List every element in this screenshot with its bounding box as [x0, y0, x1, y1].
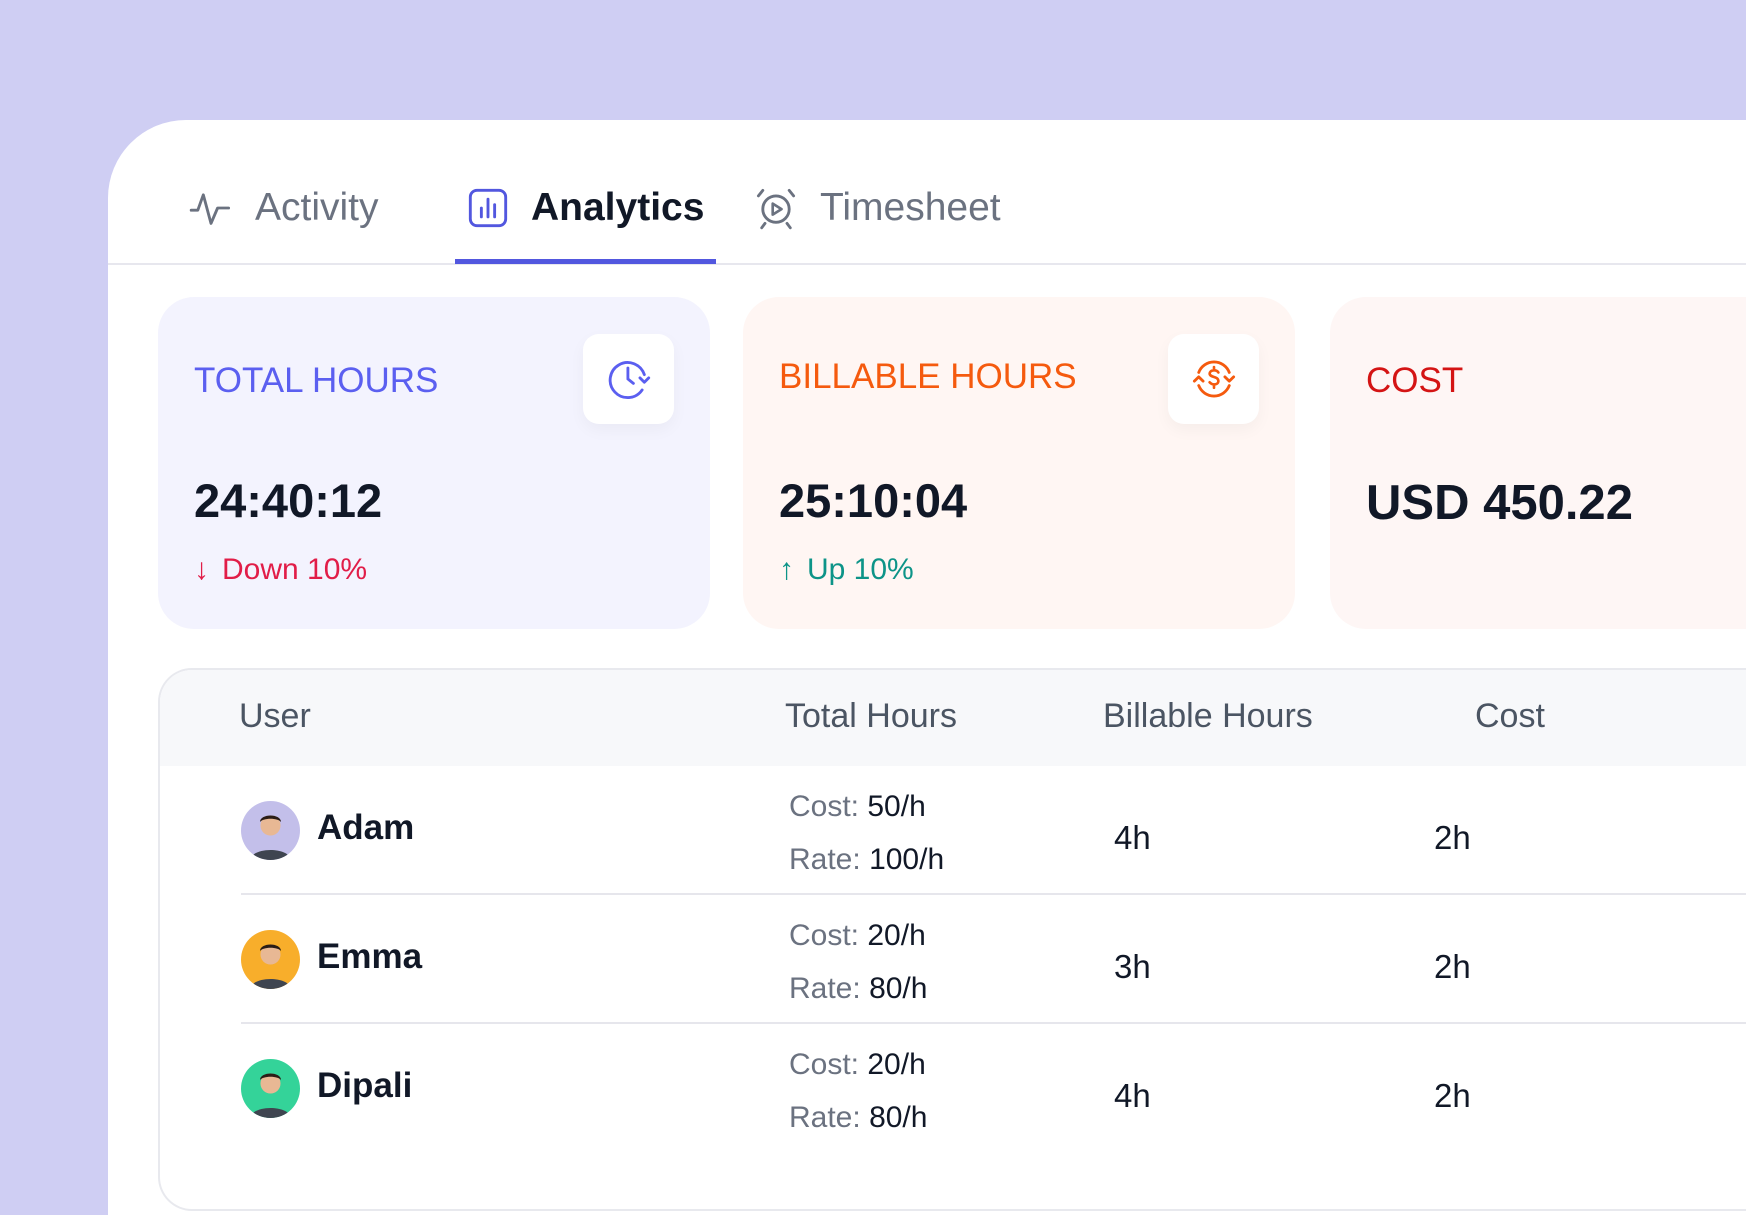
billable-hours-card: BILLABLE HOURS 25:10:04 ↑ Up 10%: [743, 297, 1295, 629]
billing-rate: Rate: 100/h: [789, 843, 944, 877]
card-label: TOTAL HOURS: [194, 361, 439, 400]
arrow-down-icon: ↓: [194, 553, 209, 586]
user-name: Dipali: [317, 1066, 413, 1105]
rate-value: 80/h: [869, 972, 928, 1005]
tab-timesheet[interactable]: Timesheet: [754, 178, 1001, 238]
row-divider: [241, 893, 1746, 895]
cost-hours-value: 2h: [1434, 819, 1471, 856]
card-label: COST: [1366, 361, 1464, 400]
column-header-total-hours[interactable]: Total Hours: [785, 697, 957, 735]
billable-hours-value: 4h: [1114, 819, 1151, 856]
arrow-up-icon: ↑: [779, 553, 794, 586]
card-value: 25:10:04: [779, 474, 968, 527]
tab-label: Analytics: [531, 186, 705, 229]
cost-value: 20/h: [867, 919, 926, 952]
tab-label: Timesheet: [820, 186, 1001, 229]
rate-value: 100/h: [869, 843, 945, 876]
cost-rate: Cost: 50/h: [789, 790, 926, 824]
rate-key: Rate:: [789, 972, 861, 1005]
trend-indicator: ↑ Up 10%: [779, 553, 914, 587]
billable-hours-value: 4h: [1114, 1077, 1151, 1114]
trend-indicator: ↓ Down 10%: [194, 553, 367, 587]
billing-rate: Rate: 80/h: [789, 972, 927, 1006]
cost-rate: Cost: 20/h: [789, 919, 926, 953]
activity-pulse-icon: [189, 186, 233, 230]
user-analytics-table: User Total Hours Billable Hours Cost Ada…: [158, 668, 1746, 1211]
card-label: BILLABLE HOURS: [779, 357, 1077, 396]
rate-key: Rate:: [789, 1101, 861, 1134]
cost-key: Cost:: [789, 1048, 860, 1081]
column-header-billable-hours[interactable]: Billable Hours: [1103, 697, 1313, 735]
tab-label: Activity: [255, 186, 379, 229]
clock-refresh-icon: [583, 334, 674, 424]
cost-card: COST USD 450.22: [1330, 297, 1746, 629]
alarm-clock-icon: [754, 186, 798, 230]
row-divider: [241, 1022, 1746, 1024]
avatar: [241, 801, 300, 860]
user-name: Adam: [317, 808, 415, 847]
total-hours-card: TOTAL HOURS 24:40:12 ↓ Down 10%: [158, 297, 710, 629]
bar-chart-icon: [467, 187, 509, 229]
billable-hours-value: 3h: [1114, 948, 1151, 985]
tab-analytics[interactable]: Analytics: [467, 178, 704, 238]
cost-value: 20/h: [867, 1048, 926, 1081]
card-value: USD 450.22: [1366, 476, 1633, 530]
cost-hours-value: 2h: [1434, 948, 1471, 985]
avatar: [241, 1059, 300, 1118]
rate-key: Rate:: [789, 843, 861, 876]
cost-rate: Cost: 20/h: [789, 1048, 926, 1082]
column-header-user[interactable]: User: [239, 697, 311, 735]
cost-key: Cost:: [789, 919, 860, 952]
trend-text: Down 10%: [222, 553, 368, 586]
billing-rate: Rate: 80/h: [789, 1101, 927, 1135]
column-header-cost[interactable]: Cost: [1475, 697, 1545, 735]
table-row[interactable]: Dipali Cost: 20/h Rate: 80/h 4h 2h: [241, 1024, 1746, 1153]
trend-text: Up 10%: [807, 553, 914, 586]
card-value: 24:40:12: [194, 474, 383, 527]
cost-value: 50/h: [867, 790, 926, 823]
active-tab-indicator: [455, 259, 716, 264]
cost-hours-value: 2h: [1434, 1077, 1471, 1114]
user-name: Emma: [317, 937, 423, 976]
table-row[interactable]: Emma Cost: 20/h Rate: 80/h 3h 2h: [241, 895, 1746, 1024]
tab-activity[interactable]: Activity: [189, 178, 379, 238]
avatar: [241, 930, 300, 989]
rate-value: 80/h: [869, 1101, 928, 1134]
dollar-refresh-icon: [1168, 334, 1259, 424]
cost-key: Cost:: [789, 790, 860, 823]
table-header: User Total Hours Billable Hours Cost: [160, 670, 1746, 766]
table-row[interactable]: Adam Cost: 50/h Rate: 100/h 4h 2h: [241, 766, 1746, 895]
tabs-divider: [108, 263, 1746, 265]
